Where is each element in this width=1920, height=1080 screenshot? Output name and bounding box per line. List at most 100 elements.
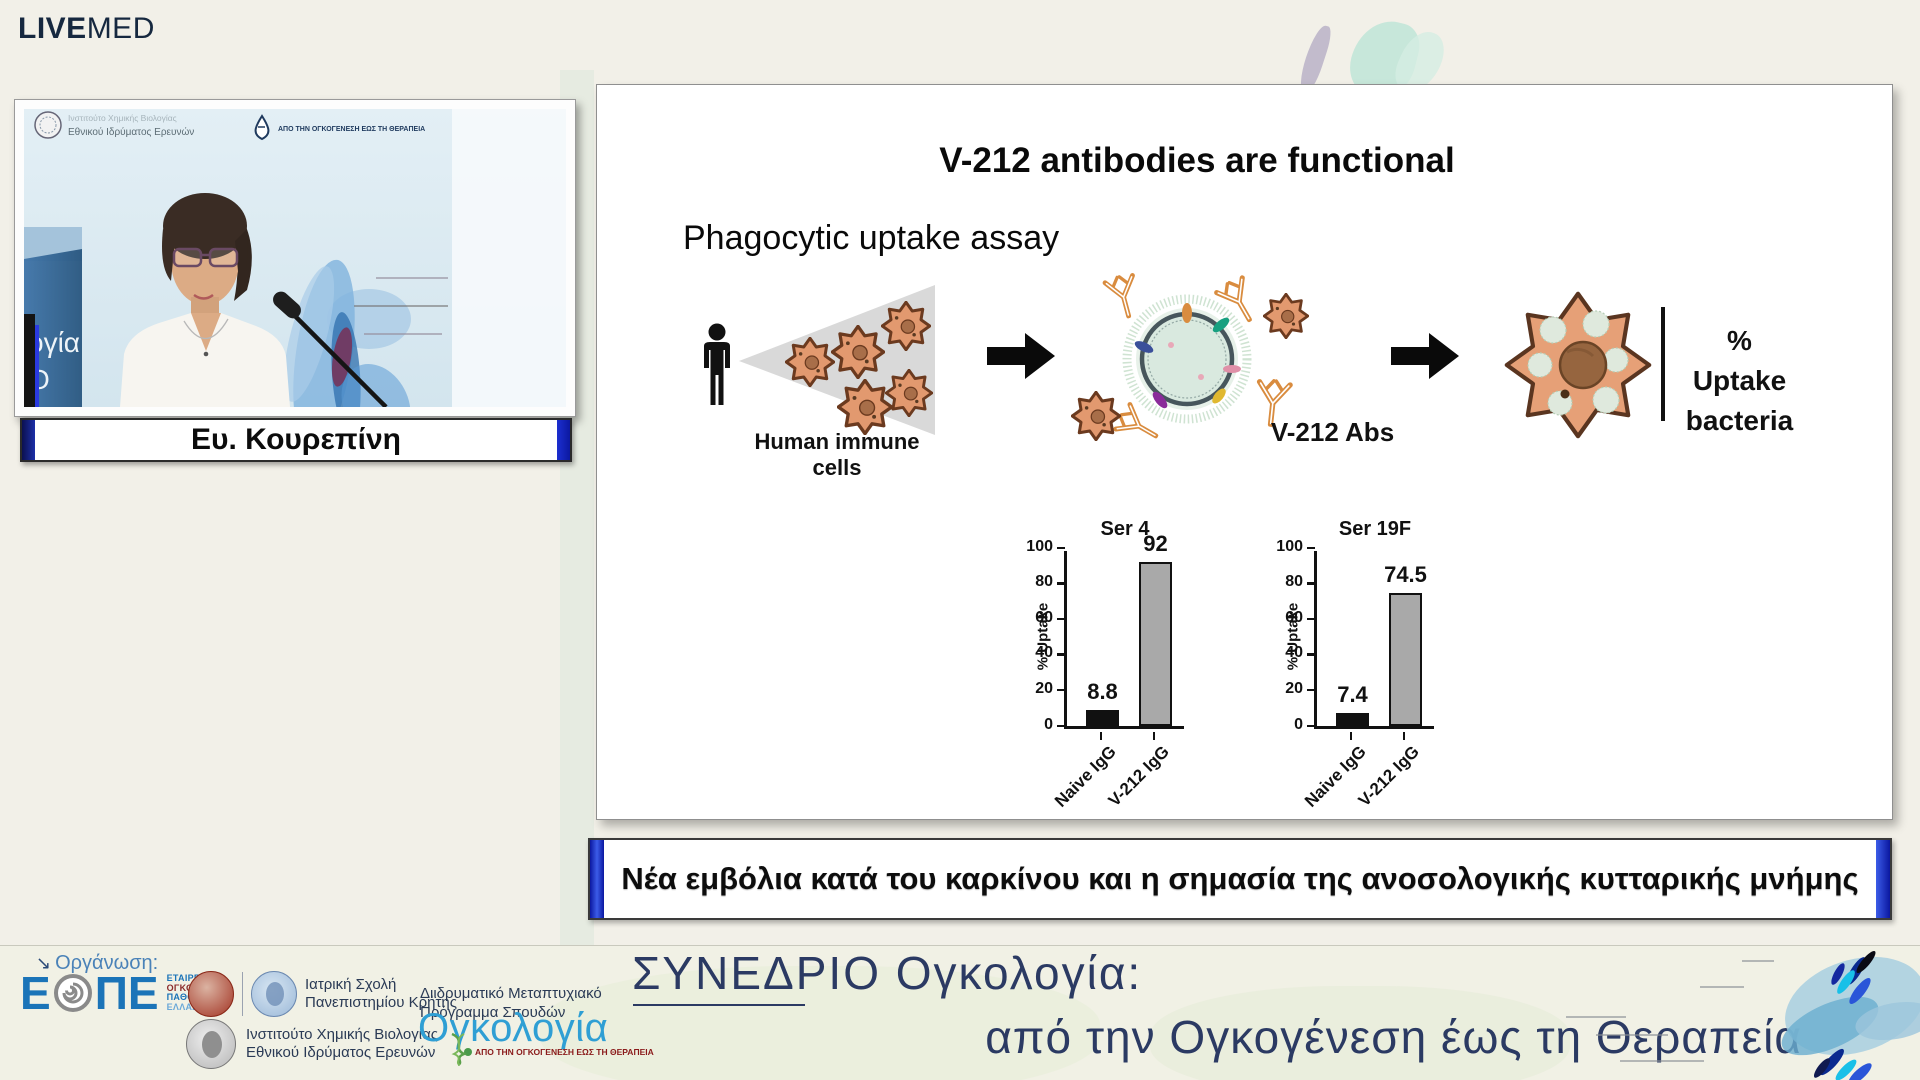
green-dot-icon [464,1048,472,1056]
y-tick-label: 80 [1035,573,1053,591]
person-icon [704,323,730,405]
university-seal-icon [188,971,234,1017]
x-axis-labels: Naive IgG V-212 IgG [1266,742,1486,816]
bar-chart-ser19f: Ser 19F % Uptake 0 20 40 60 80 100 7.4 74.5 Naive … [1266,506,1486,816]
y-tick: 0 [1044,716,1065,733]
y-tick: 0 [1294,716,1315,733]
chart-title: Ser 4 [1100,518,1150,540]
immune-cell-icon [1071,391,1121,441]
lecture-title-banner: Νέα εμβόλια κατά του καρκίνου και η σημα… [588,838,1892,920]
bar-Naive-IgG [1336,712,1369,726]
backdrop-institute-seal-icon [34,111,62,139]
blue-splash-decoration [1781,950,1920,1080]
backdrop-org-line1: Ινστιτούτο Χημικής Βιολογίας [68,113,177,123]
organization-label: ↘ Οργάνωση: [36,952,158,975]
y-tick: 40 [1035,644,1065,661]
monitor-edge [24,314,35,407]
backdrop-watercolor [283,259,411,407]
congress-word: ΣΥΝΕΔΡΙΟ [632,947,881,999]
assay-label: Phagocytic uptake assay [683,219,1060,257]
bar-chart-ser4: Ser 4 % Uptake 0 20 40 60 80 100 8.8 92 Naive IgG V… [1016,506,1236,816]
organization-text: Οργάνωση: [55,952,159,974]
arrow-right-icon [1391,333,1459,379]
brand-live: LIVE [18,12,87,45]
x-axis-labels: Naive IgG V-212 IgG [1016,742,1236,816]
institute-row: Ινστιτούτο Χημικής Βιολογίας Εθνικού Ιδρ… [186,1019,438,1069]
y-tick: 40 [1285,644,1315,661]
plot-area: 0 20 40 60 80 100 8.8 92 [1026,531,1184,733]
deco-dash [1742,960,1774,962]
projection-screen [452,109,566,407]
deco-dash [1596,1034,1668,1036]
bar-value-label: 92 [1143,531,1168,557]
phagocyte-cell-icon [1504,291,1652,439]
eope-line: ΕΛΛΑΔΑΣ [166,1001,212,1012]
eope-letter-e: Ε [20,967,51,1019]
chart-title: Ser 19F [1338,518,1412,540]
deco-dash [1566,1016,1626,1018]
livemed-logo: LIVEMED [18,12,155,46]
institute-line: Εθνικού Ιδρύματος Ερευνών [246,1044,436,1061]
y-tick-label: 40 [1035,644,1053,662]
immune-cell-icon [1263,293,1309,339]
med-school-line: Ιατρική Σχολή [305,976,397,993]
speaker-video-feed[interactable]: ογία Ο Ινστιτούτο Χημικής Βιολογίας Εθνι… [14,99,576,417]
speaker-name: Ευ. Κουρεπίνη [190,423,401,456]
y-tick: 60 [1285,609,1315,626]
bar-value-label: 7.4 [1337,681,1368,707]
droplet-icon [254,114,270,141]
oncology-tagline-text: ΑΠΟ ΤΗΝ ΟΓΚΟΓΕΝΕΣΗ ΕΩΣ ΤΗ ΘΕΡΑΠΕΙΑ [475,1047,654,1057]
uptake-percent: % [1727,325,1752,356]
med-school-row: Ιατρική Σχολή Πανεπιστημίου Κρήτης [188,971,457,1017]
congress-topic: Ογκολογία: [881,947,1143,999]
y-tick-label: 100 [1026,537,1053,555]
program-line: Πρόγραμμα Σπουδών [420,1004,566,1021]
bar-value-label: 8.8 [1087,679,1118,705]
y-tick: 80 [1035,573,1065,590]
x-axis-ticks [1266,732,1486,741]
y-tick-label: 80 [1285,573,1303,591]
human-cells-label: Human immune cells [754,429,920,480]
nameplate-left-bar [22,420,35,460]
banner-right-bar [1876,840,1890,918]
bar-V-212-IgG [1389,593,1422,726]
y-axis-label: % Uptake [1034,602,1052,671]
program-text: Διιδρυματικό Μεταπτυχιακό Πρόγραμμα Σπου… [420,984,602,1022]
plot-area: 0 20 40 60 80 100 7.4 74.5 [1276,538,1434,733]
x-tick [1349,732,1352,740]
divider-bar [1661,307,1665,421]
backdrop-tagline: ΑΠΟ ΤΗΝ ΟΓΚΟΓΕΝΕΣΗ ΕΩΣ ΤΗ ΘΕΡΑΠΕΙΑ [278,126,425,133]
oncology-tagline: ΑΠΟ ΤΗΝ ΟΓΚΟΓΕΝΕΣΗ ΕΩΣ ΤΗ ΘΕΡΑΠΕΙΑ [464,1047,654,1057]
y-tick: 80 [1285,573,1315,590]
y-tick-label: 0 [1294,715,1303,733]
speaker-nameplate: Ευ. Κουρεπίνη [20,418,572,462]
microphone-icon [273,291,388,407]
brand-med: MED [86,12,155,45]
y-tick: 60 [1035,609,1065,626]
x-tick [1402,732,1405,740]
presentation-slide: V-212 antibodies are functional Phagocyt… [596,84,1893,820]
arrow-right-icon [987,333,1055,379]
dna-helix-icon [451,1032,468,1066]
bar-value-label: 74.5 [1384,562,1427,588]
y-tick: 20 [1035,680,1065,697]
backdrop-lines [354,277,448,335]
uptake-word: Uptake [1692,365,1787,396]
uptake-bacteria: bacteria [1685,405,1794,436]
seal-divider [242,972,243,1016]
institute-text: Ινστιτούτο Χημικής Βιολογίας Εθνικού Ιδρ… [246,1026,438,1062]
congress-underline [633,1004,805,1006]
y-tick-label: 100 [1276,537,1303,555]
footer-watercolor-blob [540,966,1100,1080]
banner-left-bar [590,840,604,918]
nameplate-right-bar [557,420,570,460]
congress-title-line2: από την Ογκογένεση έως τη Θεραπεία [985,1011,1802,1063]
speaker-illustration: ογία Ο Ινστιτούτο Χημικής Βιολογίας Εθνι… [24,109,566,407]
bar-V-212-IgG [1139,562,1172,726]
oncology-logo: Ογκολογία ΑΠΟ ΤΗΝ ΟΓΚΟΓΕΝΕΣΗ ΕΩΣ ΤΗ ΘΕΡΑ… [418,1006,654,1066]
deco-dash [1620,1060,1704,1062]
eope-spiral-icon [53,974,92,1012]
v212-abs-label: V-212 Abs [1270,417,1395,447]
med-school-text: Ιατρική Σχολή Πανεπιστημίου Κρήτης [305,976,457,1012]
